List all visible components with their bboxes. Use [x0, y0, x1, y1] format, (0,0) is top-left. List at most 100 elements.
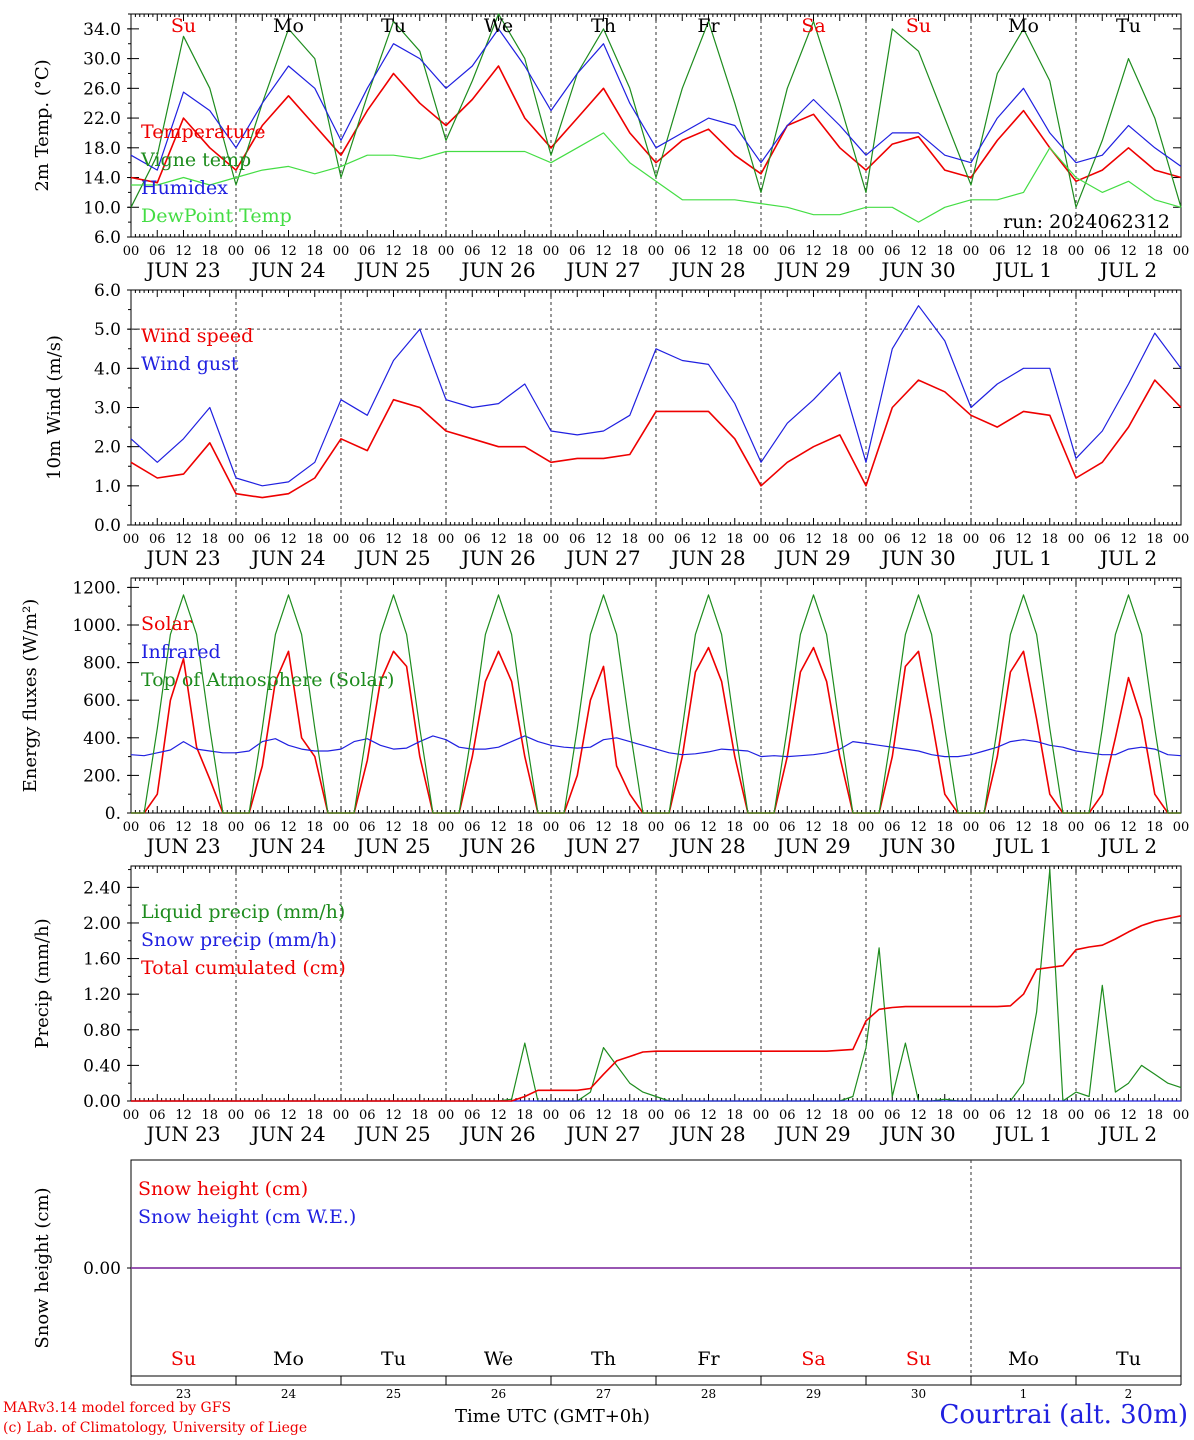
y-tick-label: 0.0	[94, 516, 121, 536]
hour-label: 18	[516, 820, 533, 835]
hour-label: 06	[1094, 244, 1111, 259]
hour-label: 00	[123, 244, 140, 259]
station-label: Courtrai (alt. 30m)	[939, 1400, 1189, 1430]
date-label: JUL 2	[1098, 1122, 1157, 1146]
hour-label: 06	[149, 532, 166, 547]
hour-label: 00	[438, 820, 455, 835]
hour-label: 06	[464, 244, 481, 259]
hour-label: 00	[228, 1108, 245, 1123]
hour-label: 06	[464, 532, 481, 547]
hour-label: 12	[805, 1108, 822, 1123]
hour-label: 00	[753, 532, 770, 547]
date-label: JUN 23	[144, 1122, 220, 1146]
hour-label: 06	[779, 532, 796, 547]
y-tick-label: 10.0	[83, 198, 121, 218]
y-tick-label: 1200.	[72, 578, 121, 598]
panel-2	[127, 289, 1182, 526]
y-tick-label: 1.0	[94, 477, 121, 497]
weekday-label: Su	[906, 15, 931, 37]
hour-label: 06	[884, 820, 901, 835]
hour-label: 12	[910, 532, 927, 547]
hour-label: 12	[700, 820, 717, 835]
hour-label: 18	[306, 244, 323, 259]
hour-label: 00	[858, 244, 875, 259]
hour-label: 00	[333, 1108, 350, 1123]
hour-label: 06	[254, 244, 271, 259]
weekday-label: Fr	[697, 15, 720, 37]
weekday-label: Su	[906, 1348, 931, 1370]
hour-label: 18	[936, 1108, 953, 1123]
hour-label: 00	[333, 532, 350, 547]
weekday-label: We	[484, 15, 513, 37]
y-tick-label: 0.00	[83, 1092, 121, 1112]
date-label: JUN 25	[354, 546, 430, 570]
meteogram-chart: 6.010.014.018.022.026.030.034.02m Temp. …	[20, 13, 1190, 1400]
hour-label: 00	[543, 532, 560, 547]
date-label: JUN 24	[249, 546, 325, 570]
legend-entry: Total cumulated (cm)	[141, 957, 346, 979]
weekday-label: Sa	[801, 15, 825, 37]
date-label: JUN 25	[354, 834, 430, 858]
date-label: JUN 24	[249, 834, 325, 858]
y-axis-label: Energy fluxes (W/m²)	[20, 599, 41, 793]
hour-label: 06	[674, 1108, 691, 1123]
y-axis-label: 10m Wind (m/s)	[44, 335, 65, 480]
hour-label: 00	[963, 244, 980, 259]
series-line-temperature	[130, 65, 1182, 184]
hour-label: 06	[359, 1108, 376, 1123]
hour-label: 06	[1094, 820, 1111, 835]
date-label: JUN 24	[249, 258, 325, 282]
hour-label: 18	[936, 820, 953, 835]
hour-label: 18	[1041, 1108, 1058, 1123]
hour-label: 12	[175, 244, 192, 259]
hour-label: 18	[936, 244, 953, 259]
y-tick-label: 1.60	[83, 950, 121, 970]
hour-label: 06	[359, 820, 376, 835]
hour-label: 12	[1120, 244, 1137, 259]
date-label: JUN 27	[564, 258, 640, 282]
date-label: JUN 27	[564, 1122, 640, 1146]
hour-label: 06	[569, 244, 586, 259]
y-tick-label: 4.0	[94, 359, 121, 379]
hour-label: 00	[123, 1108, 140, 1123]
date-label: JUL 2	[1098, 834, 1157, 858]
hour-label: 12	[805, 820, 822, 835]
hour-label: 18	[621, 532, 638, 547]
hour-label: 18	[726, 820, 743, 835]
day-number: 26	[491, 1387, 506, 1400]
date-label: JUN 30	[879, 258, 955, 282]
day-number: 30	[911, 1387, 926, 1400]
legend-entry: DewPoint Temp	[141, 205, 292, 227]
hour-label: 18	[726, 532, 743, 547]
hour-label: 18	[1146, 244, 1163, 259]
hour-label: 00	[963, 1108, 980, 1123]
hour-label: 18	[411, 1108, 428, 1123]
legend-entry: Snow height (cm W.E.)	[138, 1206, 356, 1228]
plot-frame	[130, 13, 1182, 238]
hour-label: 12	[1015, 1108, 1032, 1123]
hour-label: 00	[963, 820, 980, 835]
panel-1	[127, 13, 1182, 238]
hour-label: 00	[1068, 532, 1085, 547]
y-tick-label: 6.0	[94, 281, 121, 301]
date-label: JUN 29	[774, 546, 850, 570]
date-label: JUN 26	[459, 258, 535, 282]
x-axis-title: Time UTC (GMT+0h)	[455, 1406, 650, 1427]
weekday-label: Mo	[273, 1348, 304, 1370]
hour-label: 12	[175, 1108, 192, 1123]
hour-label: 12	[280, 532, 297, 547]
hour-label: 12	[910, 820, 927, 835]
hour-label: 00	[753, 820, 770, 835]
hour-label: 00	[438, 532, 455, 547]
hour-label: 00	[1173, 532, 1190, 547]
hour-label: 00	[858, 1108, 875, 1123]
hour-label: 06	[884, 532, 901, 547]
hour-label: 18	[621, 1108, 638, 1123]
y-tick-label: 600.	[83, 691, 121, 711]
hour-label: 18	[1041, 244, 1058, 259]
hour-label: 12	[910, 244, 927, 259]
weekday-label: Tu	[381, 15, 406, 37]
hour-label: 06	[254, 820, 271, 835]
run-label: run: 2024062312	[1003, 211, 1170, 233]
series-line-wind-gust	[130, 305, 1182, 487]
